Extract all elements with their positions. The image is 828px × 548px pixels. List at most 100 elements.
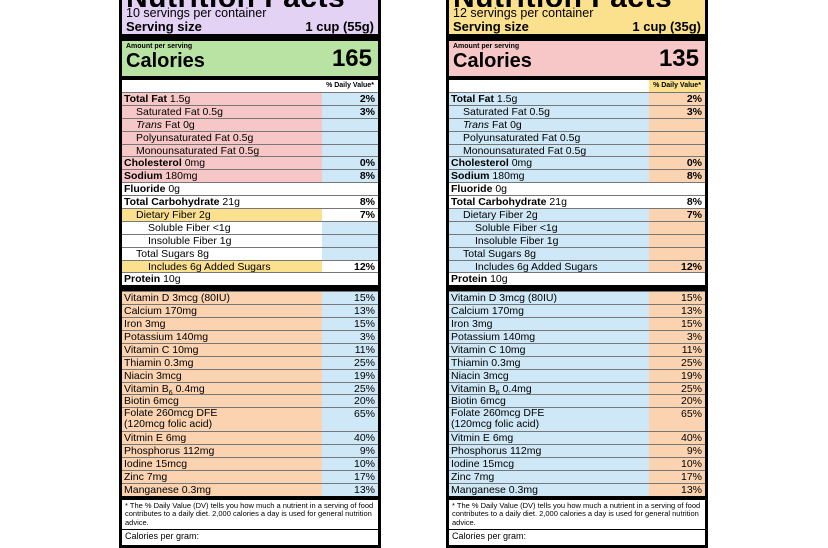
vitamin-text: Iodine 15mcg [451,458,515,471]
vitamin-text: Zinc 7mg [451,471,495,484]
vitamin-name-cell: Niacin 3mcg [449,369,649,382]
vitamin-dv: 25% [322,356,378,369]
vitamin-text-line2: (120mcg folic acid) [124,418,213,431]
vitamin-dv: 13% [649,483,705,496]
nutrient-dv: 3% [649,105,705,118]
vitamin-name-cell: Calcium 170mg [449,305,649,317]
nutrient-dv: 2% [649,93,705,105]
vitamin-dv: 11% [322,343,378,356]
nutrient-amount: 21g [549,196,567,209]
vitamin-dv: 3% [649,331,705,343]
vitamin-dv: 19% [649,369,705,382]
nutrient-dv: 8% [322,170,378,182]
serving-info: 10 servings per container Serving size 1 c… [122,7,378,34]
nutrient-amount: 0mg [184,157,206,170]
nutrient-dv: 8% [322,196,378,208]
serving-size-row: Serving size 1 cup (35g) [453,20,705,34]
nutrient-dv [322,273,378,286]
nutrient-name: Trans [463,118,490,131]
vitamin-text-line2: (120mcg folic acid) [451,418,540,431]
nutrient-dv: 8% [649,170,705,182]
nutrition-label-1: Nutrition Facts10 servings per container… [119,0,381,548]
nutrient-amount: 180mg [165,170,198,183]
vitamin-text: Thiamin 0.3mg [124,356,194,369]
vitamin-dv: 13% [322,305,378,317]
nutrient-row: Includes 6g Added Sugars 12% [122,259,378,273]
nutrient-name: Dietary Fiber [463,209,524,221]
vitamin-row: Vitamin D 3mcg (80IU) 15% [122,291,378,304]
nutrient-row: Polyunsaturated Fat 0.5g [122,130,378,144]
divider-thick [449,34,705,41]
calories-label: Calories [126,50,205,72]
vitamin-dv: 13% [322,483,378,496]
vitamin-name-cell: Vitamin D 3mcg (80IU) [122,292,322,304]
nutrient-name-cell: Insoluble Fiber 1g [449,234,649,247]
vitamin-row: Folate 260mcg DFE (120mcg folic acid) 65% [449,407,705,432]
nutrient-row: Polyunsaturated Fat 0.5g [449,130,705,144]
vitamin-dv: 15% [649,292,705,304]
nutrient-name: Fluoride [124,183,166,196]
nutrient-name-cell: Fluoride 0g [122,183,322,196]
vitamin-row: Zinc 7mg 17% [449,470,705,483]
vitamin-text: Manganese 0.3mg [124,483,211,496]
vitamin-row: Manganese 0.3mg 13% [122,482,378,496]
nutrient-row: Protein 10g [449,272,705,286]
nutrient-name: Total Sugars [463,247,522,260]
nutrient-name-cell: Soluble Fiber <1g [122,221,322,234]
vitamin-dv: 65% [649,408,705,432]
nutrient-dv: 0% [322,157,378,169]
nutrient-row: Sodium 180mg 8% [449,169,705,182]
nutrient-name-cell: Total Sugars 8g [449,247,649,260]
vitamin-name-cell: Biotin 6mcg [449,395,649,407]
vitamin-row: Manganese 0.3mg 13% [449,482,705,496]
daily-value-header: % Daily Value* [449,80,705,92]
nutrient-name-cell: Includes 6g Added Sugars [449,260,649,273]
nutrient-dv: 12% [649,260,705,273]
divider-vitamins [122,285,378,292]
nutrient-amount: 0.5g [232,131,254,144]
vitamin-dv: 17% [322,471,378,483]
vitamin-dv: 10% [322,458,378,470]
vitamin-text: Niacin 3mcg [451,369,509,382]
nutrient-row: Insoluble Fiber 1g [122,233,378,247]
calories-value: 165 [331,45,372,72]
vitamin-name-cell: Potassium 140mg [449,331,649,343]
vitamin-row: Niacin 3mcg 19% [122,368,378,382]
nutrient-name: Includes 6g Added Sugars [148,260,271,273]
nutrient-dv [322,144,378,157]
nutrient-name-cell: Protein 10g [122,273,322,286]
nutrient-amount: 0g [495,183,508,196]
nutrient-row: Sodium 180mg 8% [122,169,378,182]
nutrient-name-cell: Polyunsaturated Fat 0.5g [122,131,322,144]
nutrient-name-cell: Cholesterol 0mg [122,157,322,170]
vitamin-row: Iron 3mg 15% [122,317,378,330]
nutrient-amount: <1g [539,221,558,234]
vitamin-dv: 10% [649,458,705,470]
vitamin-dv: 17% [649,471,705,483]
nutrient-name: Includes 6g Added Sugars [475,260,598,273]
vitamin-text: Vitamin D 3mcg (80IU) [124,292,231,305]
vitamin-text: Calcium 170mg [124,305,197,318]
nutrient-amount: 180mg [492,170,525,183]
nutrient-amount: 1.5g [496,93,518,105]
nutrient-name: Polyunsaturated Fat [463,131,557,144]
vitamin-text: Iron 3mg [124,318,166,331]
vitamin-text: Biotin 6mcg [124,395,179,408]
nutrient-amount: 1g [546,234,559,247]
calories-label: Calories [453,50,532,72]
vitamin-text: Phosphorus 112mg [124,445,215,458]
serving-size-row: Serving size 1 cup (55g) [126,20,378,34]
nutrient-name: Insoluble Fiber [475,234,544,247]
nutrient-name: Sodium [451,170,490,183]
nutrient-dv [649,144,705,157]
nutrient-name: Cholesterol [124,157,182,170]
nutrient-name-cell: Trans Fat 0g [122,118,322,131]
nutrient-row: Dietary Fiber 2g 7% [122,208,378,221]
nutrient-dv [322,221,378,234]
nutrient-name: Monounsaturated Fat [463,144,563,157]
nutrient-row: Fluoride 0g [122,182,378,196]
vitamin-dv: 65% [322,408,378,432]
daily-value-header: % Daily Value* [122,80,378,92]
nutrient-rows: Total Fat 1.5g 2% Saturated Fat 0.5g 3% Tran… [449,92,705,286]
vitamin-name-cell: Vitamin B6 0.4mg [122,382,322,397]
